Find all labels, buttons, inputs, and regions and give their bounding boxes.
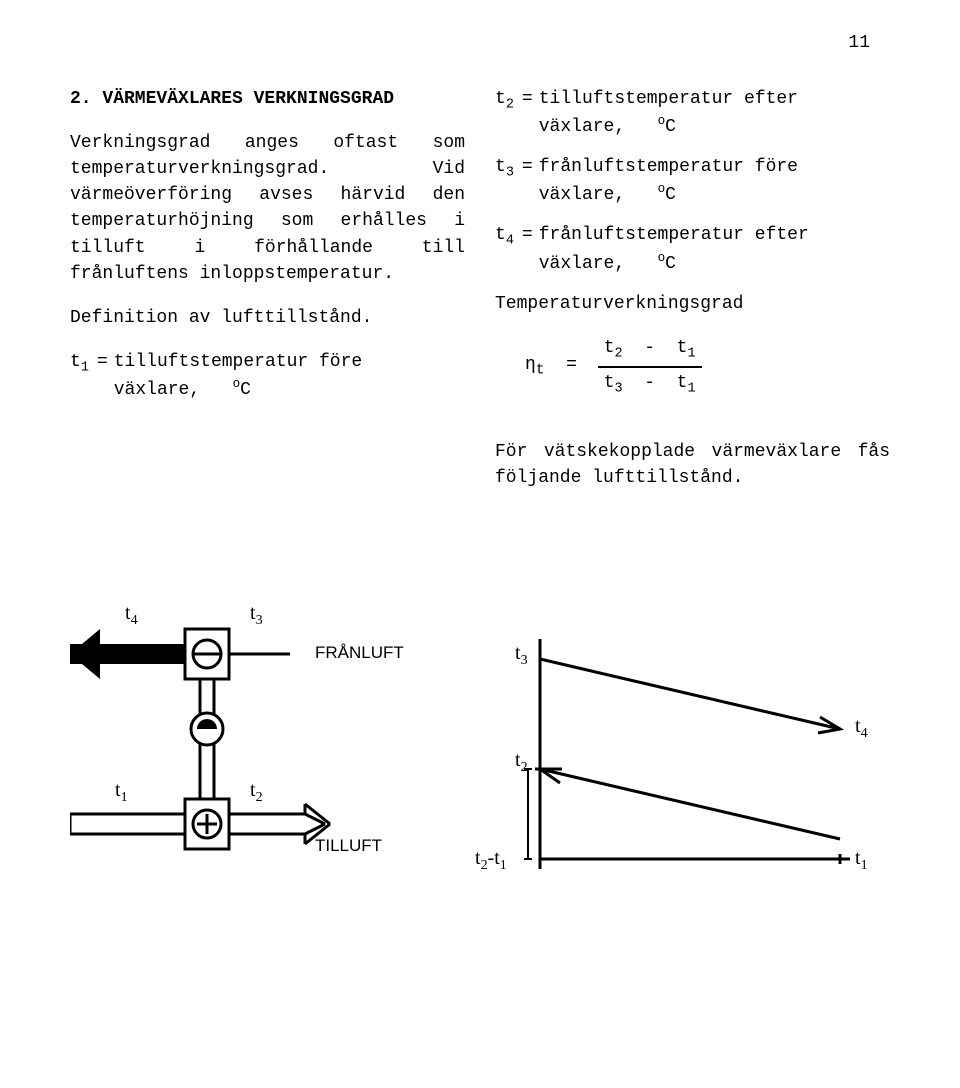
label-t4-graph: t4 xyxy=(855,712,868,744)
label-t2-t1-graph: t2-t1 xyxy=(475,844,507,876)
symbol-t4: t4 xyxy=(495,222,514,251)
symbol-t2: t2 xyxy=(495,86,514,115)
left-column: 2. VÄRMEVÄXLARES VERKNINGSGRAD Verknings… xyxy=(70,86,465,509)
section-heading: 2. VÄRMEVÄXLARES VERKNINGSGRAD xyxy=(70,86,465,112)
eta-fraction: t2 - t1 t3 - t1 xyxy=(598,335,702,399)
label-t3-graph: t3 xyxy=(515,639,528,671)
label-franluft: FRÅNLUFT xyxy=(315,641,404,666)
equals-sign: = xyxy=(97,349,108,375)
label-t3-left: t3 xyxy=(250,599,263,631)
label-t1-graph: t1 xyxy=(855,844,868,876)
label-t1-left: t1 xyxy=(115,776,128,808)
label-t2-graph: t2 xyxy=(515,746,528,778)
definition-t4: t4 = frånluftstemperatur efter växlare, … xyxy=(495,222,890,276)
label-t2-left: t2 xyxy=(250,776,263,808)
right-column: t2 = tilluftstemperatur efter växlare, o… xyxy=(495,86,890,509)
label-tilluft: TILLUFT xyxy=(315,834,382,859)
symbol-t3: t3 xyxy=(495,154,514,183)
definition-t2: t2 = tilluftstemperatur efter växlare, o… xyxy=(495,86,890,140)
eta-equation: ηt = t2 - t1 t3 - t1 xyxy=(525,335,890,399)
symbol-t1: t1 xyxy=(70,349,89,378)
page-number: 11 xyxy=(70,30,890,56)
definition-t1: t1 = tilluftstemperatur före växlare, oC xyxy=(70,349,465,403)
paragraph-definition: Definition av lufttillstånd. xyxy=(70,305,465,331)
temperature-graph xyxy=(510,629,870,889)
temperature-label: Temperaturverkningsgrad xyxy=(495,291,890,317)
definition-t3: t3 = frånluftstemperatur före växlare, o… xyxy=(495,154,890,208)
definition-text-t1: tilluftstemperatur före växlare, oC xyxy=(114,349,465,403)
figures-area: t4 t3 FRÅNLUFT t1 t2 TILLUFT xyxy=(70,599,890,939)
paragraph-bottom: För vätskekopplade värmeväx­lare fås föl… xyxy=(495,439,890,491)
label-t4-left: t4 xyxy=(125,599,138,631)
paragraph-intro: Verkningsgrad anges oftast som temperatu… xyxy=(70,130,465,287)
